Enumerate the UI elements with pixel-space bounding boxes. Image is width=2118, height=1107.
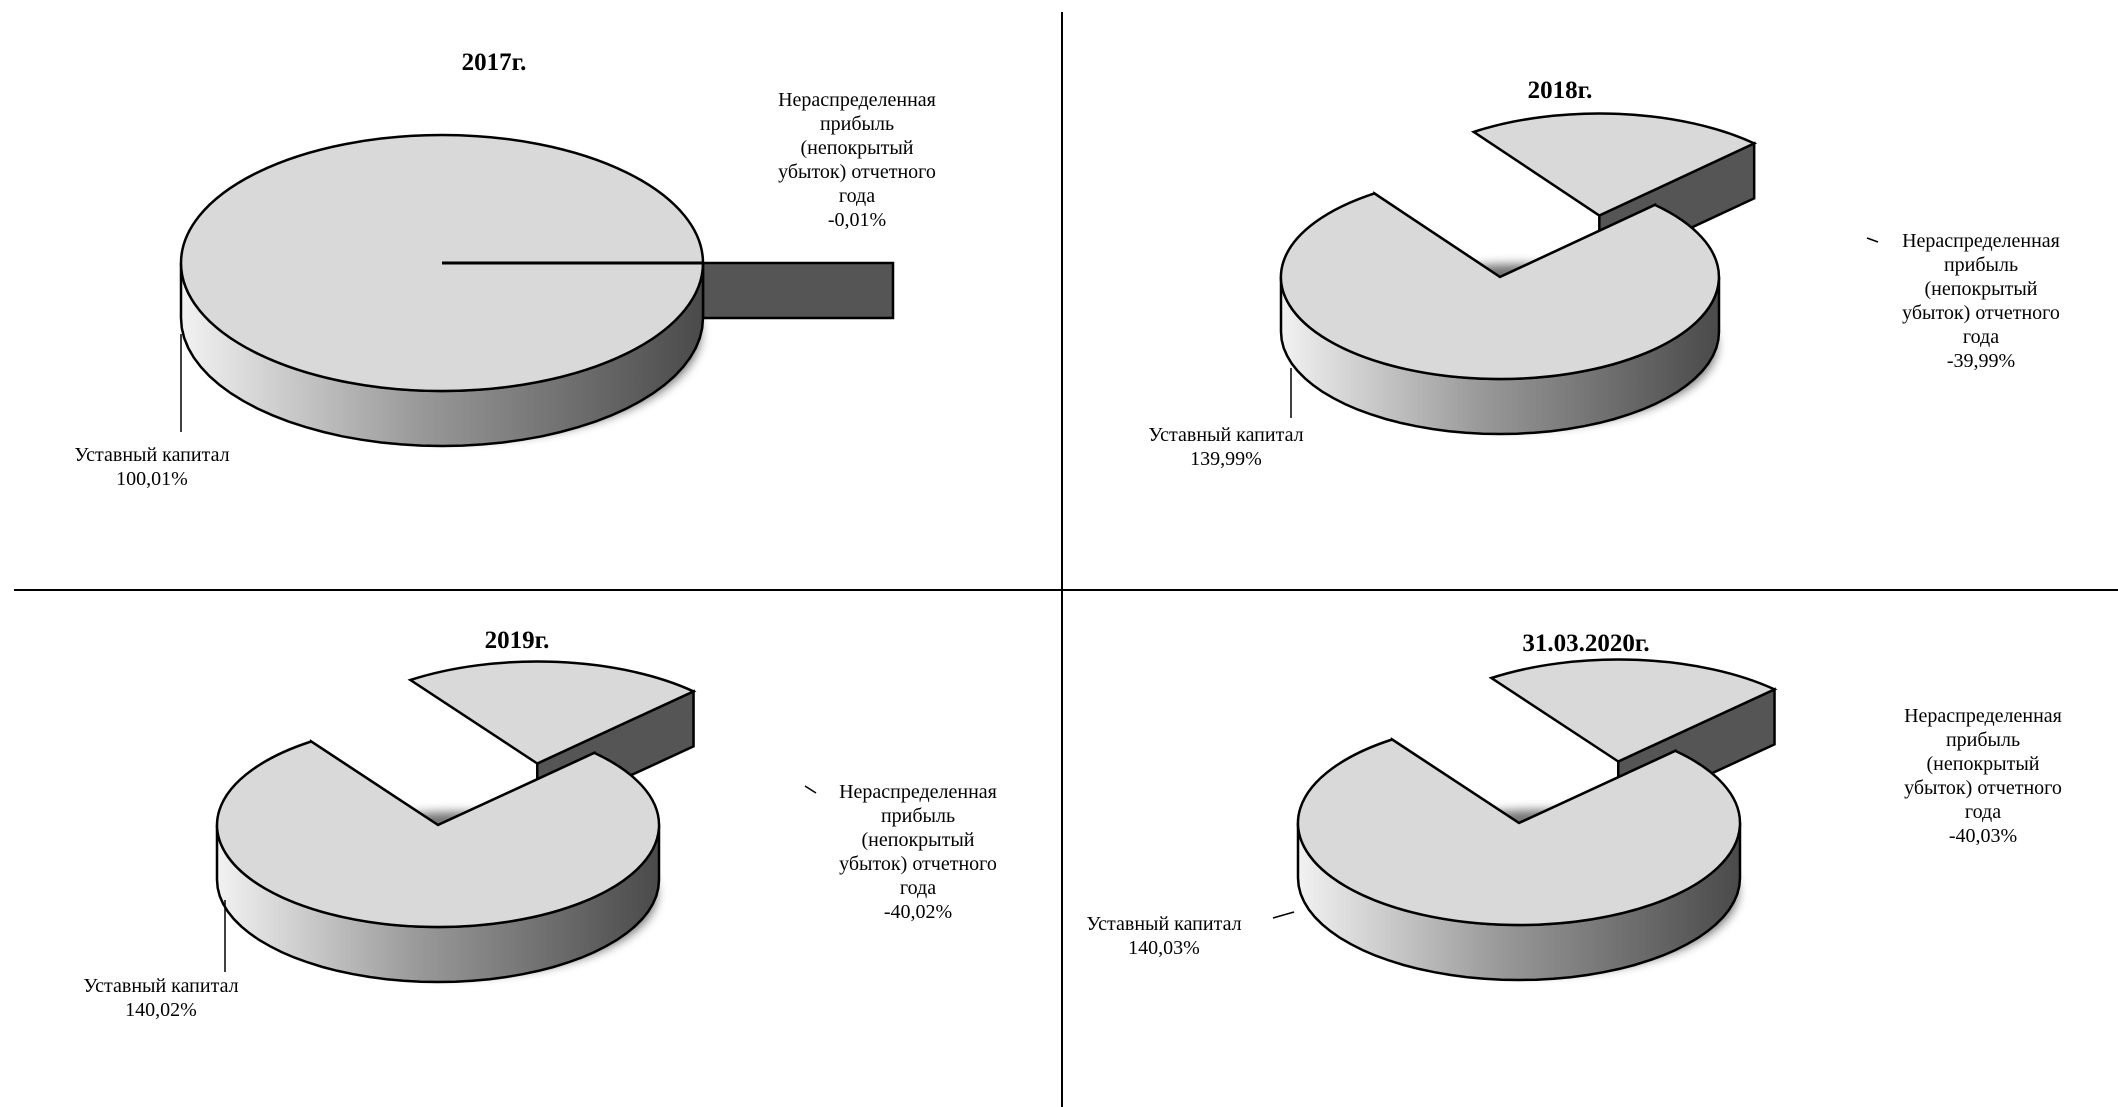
slice-undistributed-profit-label: (непокрытый: [801, 137, 914, 159]
slice-top: [1279, 192, 1721, 381]
slice-undistributed-profit-label: убыток) отчетного: [1904, 777, 2062, 799]
slice-charter-capital-label: Уставный капитал: [1086, 913, 1241, 935]
slice-charter-capital: [1296, 737, 1742, 982]
slice-undistributed-profit-value: -0,01%: [828, 209, 886, 231]
slice-undistributed-profit-label: прибыль: [1946, 729, 2020, 751]
slice-charter-capital-value: 140,02%: [125, 999, 197, 1021]
slice-undistributed-profit: [701, 261, 895, 320]
chart-title: 2017г.: [462, 49, 527, 76]
slice-charter-capital: [1279, 191, 1721, 436]
slice-undistributed-profit-label: Нераспределенная: [839, 781, 997, 803]
slice-undistributed-profit-label: года: [1963, 326, 1999, 348]
slice-undistributed-profit-label: года: [1965, 801, 2001, 823]
slice-undistributed-profit-label: Нераспределенная: [1902, 230, 2060, 252]
slice-charter-capital-value: 100,01%: [116, 468, 188, 490]
slice-undistributed-profit-label: прибыль: [1944, 254, 2018, 276]
slice-undistributed-profit-label: года: [900, 877, 936, 899]
slice-undistributed-profit-label: Нераспределенная: [778, 89, 936, 111]
slice-undistributed-profit-label: Нераспределенная: [1904, 705, 2062, 727]
slice-undistributed-profit-label: (непокрытый: [862, 829, 975, 851]
slice-top: [1488, 658, 1778, 763]
slice-top: [407, 660, 697, 765]
slice-undistributed-profit-label: (непокрытый: [1927, 753, 2040, 775]
slice-undistributed-profit-value: -39,99%: [1947, 350, 2015, 372]
chart-title: 2019г.: [485, 627, 550, 654]
slice-charter-capital-label: Уставный капитал: [1148, 424, 1303, 446]
slice-top: [1470, 112, 1758, 217]
slice-top: [215, 740, 661, 929]
slice-undistributed-profit-label: убыток) отчетного: [778, 161, 936, 183]
slice-undistributed-profit-label: прибыль: [820, 113, 894, 135]
chart-title: 2018г.: [1528, 77, 1593, 104]
slice-charter-capital-label: Уставный капитал: [83, 975, 238, 997]
leader-line: [1866, 237, 1879, 243]
slice-undistributed-profit-value: -40,02%: [884, 901, 952, 923]
leader-line: [804, 785, 817, 794]
slice-undistributed-profit-label: убыток) отчетного: [1902, 302, 2060, 324]
slice-undistributed-profit-label: (непокрытый: [1925, 278, 2038, 300]
slice-charter-capital-value: 139,99%: [1190, 448, 1262, 470]
slice-undistributed-profit-label: убыток) отчетного: [839, 853, 997, 875]
slice-charter-capital-label: Уставный капитал: [74, 444, 229, 466]
slice-top: [1296, 738, 1742, 927]
leader-line: [1272, 911, 1295, 919]
slice-undistributed-profit-value: -40,03%: [1949, 825, 2017, 847]
slice-undistributed-profit-label: года: [839, 185, 875, 207]
slice-charter-capital: [215, 739, 661, 984]
slice-charter-capital-value: 140,03%: [1128, 937, 1200, 959]
chart-title: 31.03.2020г.: [1522, 630, 1649, 657]
slice-undistributed-profit-label: прибыль: [881, 805, 955, 827]
